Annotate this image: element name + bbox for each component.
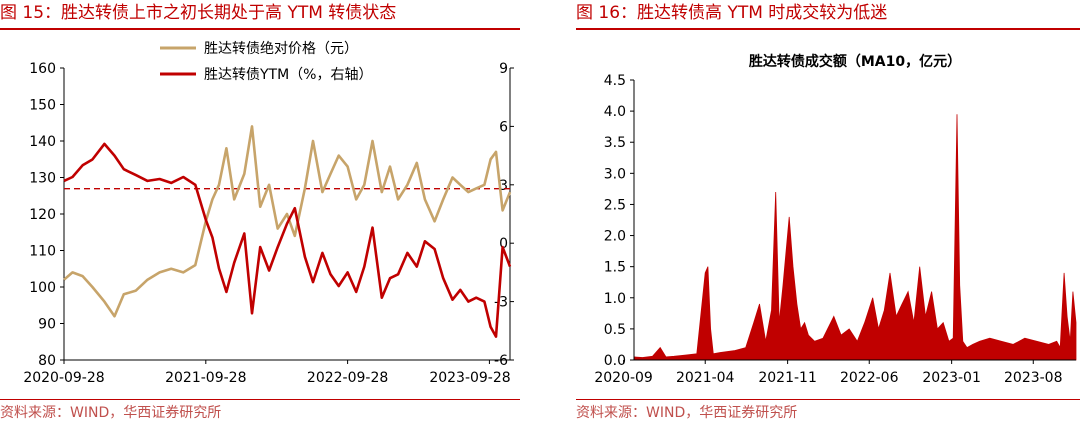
y-tick-label: 2.0: [604, 229, 626, 245]
y2-tick-label: -3: [494, 295, 508, 311]
y-tick-label: 100: [29, 280, 56, 296]
x-tick-label: 2021-04: [676, 370, 735, 386]
y-tick-label: 110: [29, 244, 56, 260]
price-ytm-chart: 80 90 100 110 120 130 140 150 160 -6 -3 0 3 6 9 2020-09…: [23, 41, 514, 386]
y2-tick-label: 3: [499, 178, 508, 194]
y-tick-label: 3.5: [604, 135, 626, 151]
y-tick-label: 140: [29, 134, 56, 150]
left-panel: 图 15：胜达转债上市之初长期处于高 YTM 转债状态 80 90 100 110 12…: [0, 0, 520, 427]
right-panel: 图 16：胜达转债高 YTM 时成交较为低迷 胜达转债成交额（MA10，亿元） 0…: [576, 0, 1080, 427]
y-tick-label: 80: [38, 353, 56, 369]
x-tick-label: 2023-08: [1004, 370, 1063, 386]
figure-15-title: 图 15：胜达转债上市之初长期处于高 YTM 转债状态: [0, 3, 397, 23]
source-note: 资料来源：WIND，华西证券研究所: [0, 405, 222, 421]
bottom-rule: [0, 399, 520, 400]
y-tick-label: 1.0: [604, 291, 626, 307]
source-note: 资料来源：WIND，华西证券研究所: [576, 405, 798, 421]
figure-16-title: 图 16：胜达转债高 YTM 时成交较为低迷: [576, 3, 888, 23]
y-tick-label: 3.0: [604, 166, 626, 182]
price-series-line: [63, 125, 512, 318]
y-tick-label: 150: [29, 98, 56, 114]
title-rule: [576, 28, 1080, 30]
y2-tick-label: 0: [499, 236, 508, 252]
y-tick-label: 90: [38, 317, 56, 333]
y-tick-label: 4.5: [604, 73, 626, 89]
x-tick-label: 2020-09-28: [23, 370, 104, 386]
x-tick-label: 2023-01: [922, 370, 981, 386]
x-tick-label: 2021-11: [758, 370, 817, 386]
ytm-series-line: [63, 142, 512, 338]
x-tick-label: 2022-09-28: [307, 370, 388, 386]
volume-area: [633, 114, 1077, 361]
y-tick-label: 130: [29, 171, 56, 187]
volume-chart: 胜达转债成交额（MA10，亿元） 0.0 0.5 1.0 1.5 2.0 2.5 3.0 3.5…: [594, 53, 1077, 386]
title-rule: [0, 28, 520, 30]
y-tick-label: 2.5: [604, 197, 626, 213]
bottom-rule: [576, 399, 1080, 400]
x-tick-label: 2020-09: [594, 370, 653, 386]
x-tick-label: 2022-06: [840, 370, 899, 386]
y2-tick-label: 9: [499, 61, 508, 77]
x-tick-label: 2021-09-28: [165, 370, 246, 386]
legend-label: 胜达转债YTM（%，右轴）: [204, 67, 373, 83]
x-tick-label: 2023-09-28: [429, 370, 510, 386]
legend-label: 胜达转债绝对价格（元）: [204, 41, 358, 57]
y2-tick-label: 6: [499, 119, 508, 135]
y-tick-label: 4.0: [604, 104, 626, 120]
y-tick-label: 160: [29, 61, 56, 77]
y-tick-label: 1.5: [604, 260, 626, 276]
y-tick-label: 0.5: [604, 322, 626, 338]
chart-title: 胜达转债成交额（MA10，亿元）: [749, 53, 961, 70]
y2-tick-label: -6: [494, 353, 508, 369]
y-tick-label: 120: [29, 207, 56, 223]
y-tick-label: 0.0: [604, 353, 626, 369]
